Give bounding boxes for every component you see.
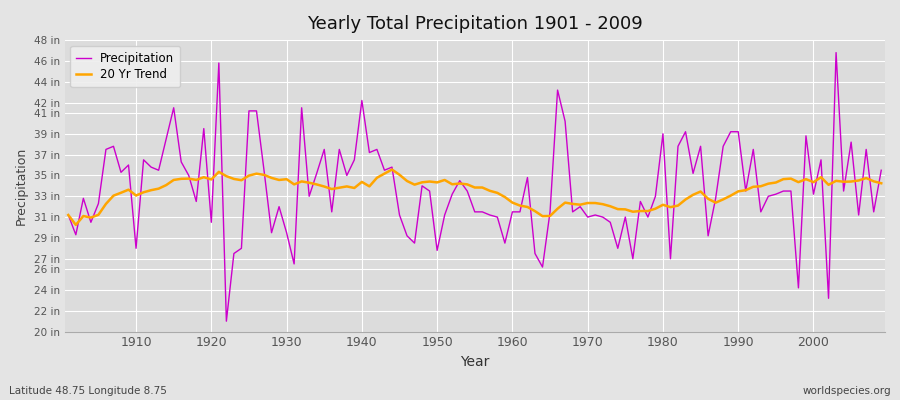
Precipitation	[876, 168, 886, 173]
Line: 20 Yr Trend: 20 Yr Trend	[68, 170, 881, 225]
20 Yr Trend	[387, 167, 398, 172]
20 Yr Trend	[130, 193, 141, 198]
20 Yr Trend	[515, 203, 526, 208]
Precipitation	[221, 319, 232, 324]
Precipitation	[831, 50, 842, 55]
Precipitation	[296, 105, 307, 110]
20 Yr Trend	[296, 179, 307, 184]
Precipitation	[515, 210, 526, 214]
Precipitation	[341, 173, 352, 178]
Precipitation	[507, 210, 517, 214]
Precipitation	[605, 220, 616, 225]
20 Yr Trend	[876, 181, 886, 186]
20 Yr Trend	[612, 207, 623, 212]
20 Yr Trend	[341, 184, 352, 189]
Y-axis label: Precipitation: Precipitation	[15, 147, 28, 225]
Precipitation	[63, 212, 74, 217]
Precipitation	[123, 163, 134, 168]
20 Yr Trend	[522, 204, 533, 209]
Text: Latitude 48.75 Longitude 8.75: Latitude 48.75 Longitude 8.75	[9, 386, 166, 396]
20 Yr Trend	[70, 222, 81, 227]
20 Yr Trend	[63, 212, 74, 217]
Line: Precipitation: Precipitation	[68, 53, 881, 321]
X-axis label: Year: Year	[460, 355, 490, 369]
Title: Yearly Total Precipitation 1901 - 2009: Yearly Total Precipitation 1901 - 2009	[307, 15, 643, 33]
Legend: Precipitation, 20 Yr Trend: Precipitation, 20 Yr Trend	[70, 46, 180, 87]
Text: worldspecies.org: worldspecies.org	[803, 386, 891, 396]
